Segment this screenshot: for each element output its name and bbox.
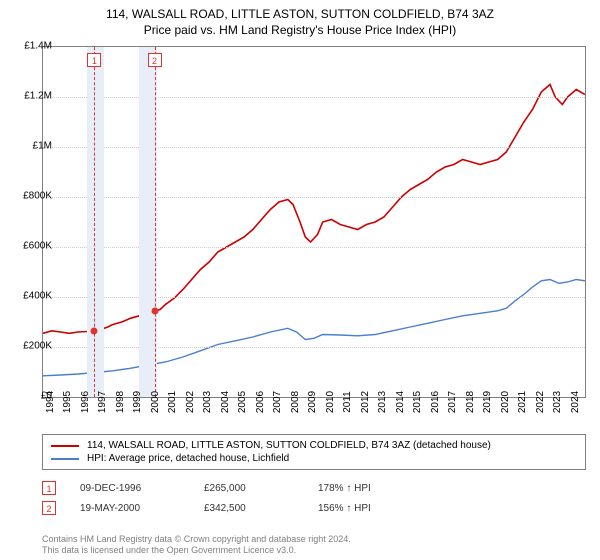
x-tick-label: 2021 [517,391,528,413]
legend: 114, WALSALL ROAD, LITTLE ASTON, SUTTON … [42,434,586,470]
legend-label: 114, WALSALL ROAD, LITTLE ASTON, SUTTON … [87,440,491,451]
sale-date: 09-DEC-1996 [80,483,180,494]
sale-price: £265,000 [204,483,294,494]
x-tick-label: 2013 [377,391,388,413]
x-tick-label: 2022 [535,391,546,413]
x-tick-label: 2005 [237,391,248,413]
x-tick-label: 2000 [150,391,161,413]
y-tick-label: £1.2M [12,91,52,102]
x-tick-label: 2024 [570,391,581,413]
x-tick-label: 1997 [97,391,108,413]
x-tick-label: 2003 [202,391,213,413]
footnote-line-2: This data is licensed under the Open Gov… [42,545,586,556]
chart-svg [43,47,585,397]
x-tick-label: 2010 [325,391,336,413]
footnote: Contains HM Land Registry data © Crown c… [42,534,586,557]
x-tick-label: 1995 [62,391,73,413]
x-tick-label: 1999 [132,391,143,413]
gridline [43,347,585,348]
sale-point [151,308,158,315]
x-tick-label: 2002 [185,391,196,413]
x-tick-label: 2012 [360,391,371,413]
legend-label: HPI: Average price, detached house, Lich… [87,453,289,464]
x-tick-label: 2019 [482,391,493,413]
y-tick-label: £1M [12,141,52,152]
x-tick-label: 2020 [500,391,511,413]
x-tick-label: 2004 [220,391,231,413]
y-tick-label: £600K [12,241,52,252]
sale-pct: 156% ↑ HPI [318,503,371,514]
sale-marker-label: 2 [42,501,56,515]
y-tick-label: £400K [12,291,52,302]
title-line-2: Price paid vs. HM Land Registry's House … [0,22,600,38]
x-tick-label: 1994 [45,391,56,413]
gridline [43,247,585,248]
sale-date: 19-MAY-2000 [80,503,180,514]
chart-title: 114, WALSALL ROAD, LITTLE ASTON, SUTTON … [0,0,600,38]
sale-point [91,327,98,334]
x-tick-label: 1998 [115,391,126,413]
sale-pct: 178% ↑ HPI [318,483,371,494]
sale-row: 2 19-MAY-2000 £342,500 156% ↑ HPI [42,498,586,518]
gridline [43,147,585,148]
x-tick-label: 2008 [290,391,301,413]
series-price_paid [43,85,585,334]
sale-marker-label: 1 [87,53,101,67]
x-tick-label: 2006 [255,391,266,413]
series-hpi [43,280,585,376]
gridline [43,97,585,98]
legend-swatch [51,458,79,460]
x-tick-label: 2011 [342,391,353,413]
gridline [43,297,585,298]
chart-plot-area: 12 [42,46,586,398]
y-tick-label: £800K [12,191,52,202]
y-tick-label: £1.4M [12,41,52,52]
legend-item: 114, WALSALL ROAD, LITTLE ASTON, SUTTON … [51,439,577,452]
x-tick-label: 2016 [430,391,441,413]
x-tick-label: 2014 [395,391,406,413]
x-tick-label: 2023 [552,391,563,413]
x-tick-label: 2018 [465,391,476,413]
y-tick-label: £200K [12,341,52,352]
x-tick-label: 1996 [80,391,91,413]
legend-item: HPI: Average price, detached house, Lich… [51,452,577,465]
x-tick-label: 2009 [307,391,318,413]
title-line-1: 114, WALSALL ROAD, LITTLE ASTON, SUTTON … [0,6,600,22]
sale-marker-label: 2 [148,53,162,67]
x-tick-label: 2007 [272,391,283,413]
gridline [43,197,585,198]
sale-row: 1 09-DEC-1996 £265,000 178% ↑ HPI [42,478,586,498]
sale-vline [94,47,95,397]
sale-price: £342,500 [204,503,294,514]
x-tick-label: 2001 [167,391,178,413]
sales-table: 1 09-DEC-1996 £265,000 178% ↑ HPI 2 19-MAY-20… [42,478,586,518]
sale-marker-label: 1 [42,481,56,495]
footnote-line-1: Contains HM Land Registry data © Crown c… [42,534,586,545]
sale-band [87,47,104,397]
legend-swatch [51,445,79,447]
sale-vline [155,47,156,397]
x-tick-label: 2017 [447,391,458,413]
x-tick-label: 2015 [412,391,423,413]
